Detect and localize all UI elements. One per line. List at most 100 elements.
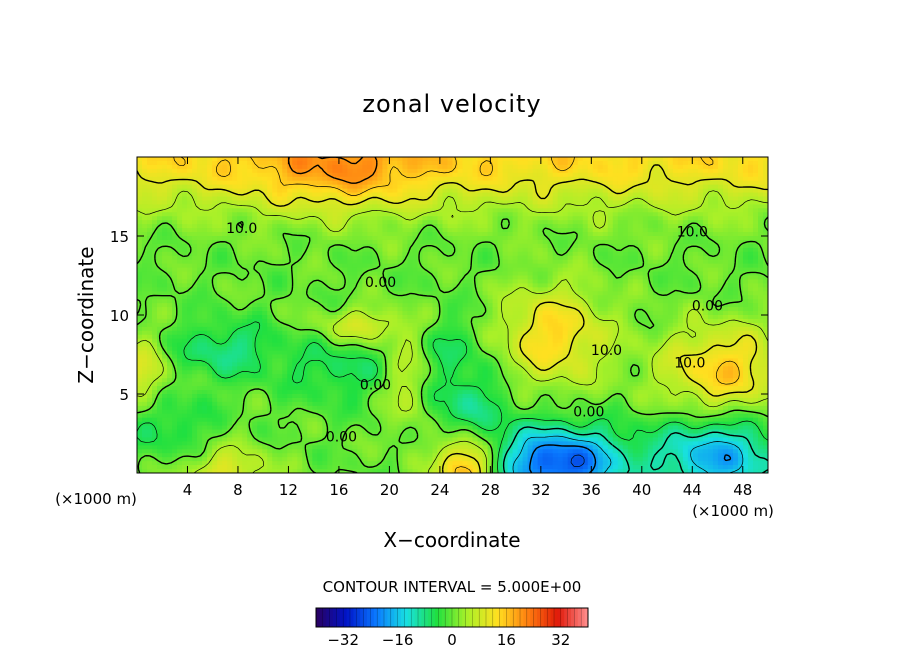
heat-cell	[462, 279, 469, 284]
heat-cell	[692, 291, 699, 296]
heat-cell	[727, 224, 734, 229]
heat-cell	[317, 267, 323, 273]
heat-cell	[707, 239, 714, 245]
heat-cell	[712, 212, 719, 217]
heat-cell	[167, 208, 173, 213]
heat-cell	[292, 243, 298, 249]
heat-cell	[537, 168, 544, 174]
heat-cell	[227, 212, 233, 217]
heat-cell	[512, 255, 519, 261]
heat-cell	[457, 184, 464, 190]
heat-cell	[247, 212, 253, 217]
heat-cell	[577, 212, 584, 217]
heat-cell	[242, 251, 248, 257]
heat-cell	[427, 208, 434, 213]
heat-cell	[187, 311, 193, 316]
heat-cell	[622, 204, 629, 209]
heat-cell	[327, 160, 333, 166]
heat-cell	[497, 295, 504, 300]
heat-cell	[687, 157, 694, 162]
heat-cell	[672, 164, 679, 170]
heat-cell	[537, 299, 544, 304]
heat-cell	[367, 271, 373, 277]
heat-cell	[537, 303, 544, 308]
heat-cell	[182, 232, 188, 237]
heat-cell	[327, 220, 333, 225]
heat-cell	[372, 220, 378, 225]
heat-cell	[572, 160, 579, 166]
heat-cell	[552, 303, 559, 308]
heat-cell	[742, 275, 749, 281]
heat-cell	[177, 287, 183, 292]
heat-cell	[567, 255, 574, 261]
heat-cell	[722, 157, 729, 162]
heat-cell	[692, 283, 699, 288]
heat-cell	[412, 192, 419, 198]
heat-cell	[442, 168, 449, 174]
heat-cell	[567, 247, 574, 253]
heat-cell	[652, 204, 659, 209]
heat-cell	[517, 243, 524, 249]
heat-cell	[212, 263, 218, 269]
heat-cell	[282, 172, 288, 178]
heat-cell	[512, 157, 519, 162]
heat-cell	[537, 220, 544, 225]
heat-cell	[747, 307, 754, 312]
heat-cell	[412, 232, 419, 237]
heat-cell	[507, 176, 514, 182]
heat-cell	[162, 287, 168, 292]
heat-cell	[262, 295, 268, 300]
heat-cell	[172, 164, 178, 170]
heat-cell	[682, 180, 689, 186]
heat-cell	[742, 188, 749, 194]
heat-cell	[312, 267, 318, 273]
heat-cell	[432, 232, 439, 237]
heat-cell	[512, 204, 519, 209]
heat-cell	[687, 236, 694, 241]
heat-cell	[682, 283, 689, 288]
heat-cell	[612, 188, 619, 194]
heat-cell	[517, 168, 524, 174]
heat-cell	[137, 192, 143, 198]
heat-cell	[297, 216, 303, 221]
heat-cell	[262, 236, 268, 241]
heat-cell	[492, 228, 499, 233]
heat-cell	[647, 291, 654, 296]
heat-cell	[707, 228, 714, 233]
heat-cell	[697, 291, 704, 296]
heat-cell	[317, 299, 323, 304]
heat-cell	[447, 224, 454, 229]
heat-cell	[272, 188, 278, 194]
heat-cell	[377, 311, 383, 316]
heat-cell	[242, 180, 248, 186]
heat-cell	[287, 204, 293, 209]
heat-cell	[622, 247, 629, 253]
heat-cell	[427, 263, 434, 269]
heat-cell	[267, 279, 273, 284]
heat-cell	[282, 263, 288, 269]
heat-cell	[712, 267, 719, 273]
heat-cell	[702, 251, 709, 257]
heat-cell	[492, 259, 499, 265]
heat-cell	[387, 212, 394, 217]
heat-cell	[677, 291, 684, 296]
heat-cell	[762, 176, 768, 182]
heat-cell	[137, 168, 143, 174]
heat-cell	[262, 239, 268, 245]
heat-cell	[602, 271, 609, 277]
heat-cell	[352, 291, 358, 296]
heat-cell	[572, 184, 579, 190]
heat-cell	[302, 311, 308, 316]
heat-cell	[727, 307, 734, 312]
heat-cell	[472, 176, 479, 182]
heat-cell	[482, 212, 489, 217]
heat-cell	[452, 236, 459, 241]
heat-cell	[167, 307, 173, 312]
heat-cell	[307, 279, 313, 284]
heat-cell	[257, 239, 263, 245]
heat-cell	[567, 212, 574, 217]
heat-cell	[282, 275, 288, 281]
heat-cell	[347, 204, 353, 209]
heat-cell	[257, 263, 263, 269]
heat-cell	[267, 172, 273, 178]
